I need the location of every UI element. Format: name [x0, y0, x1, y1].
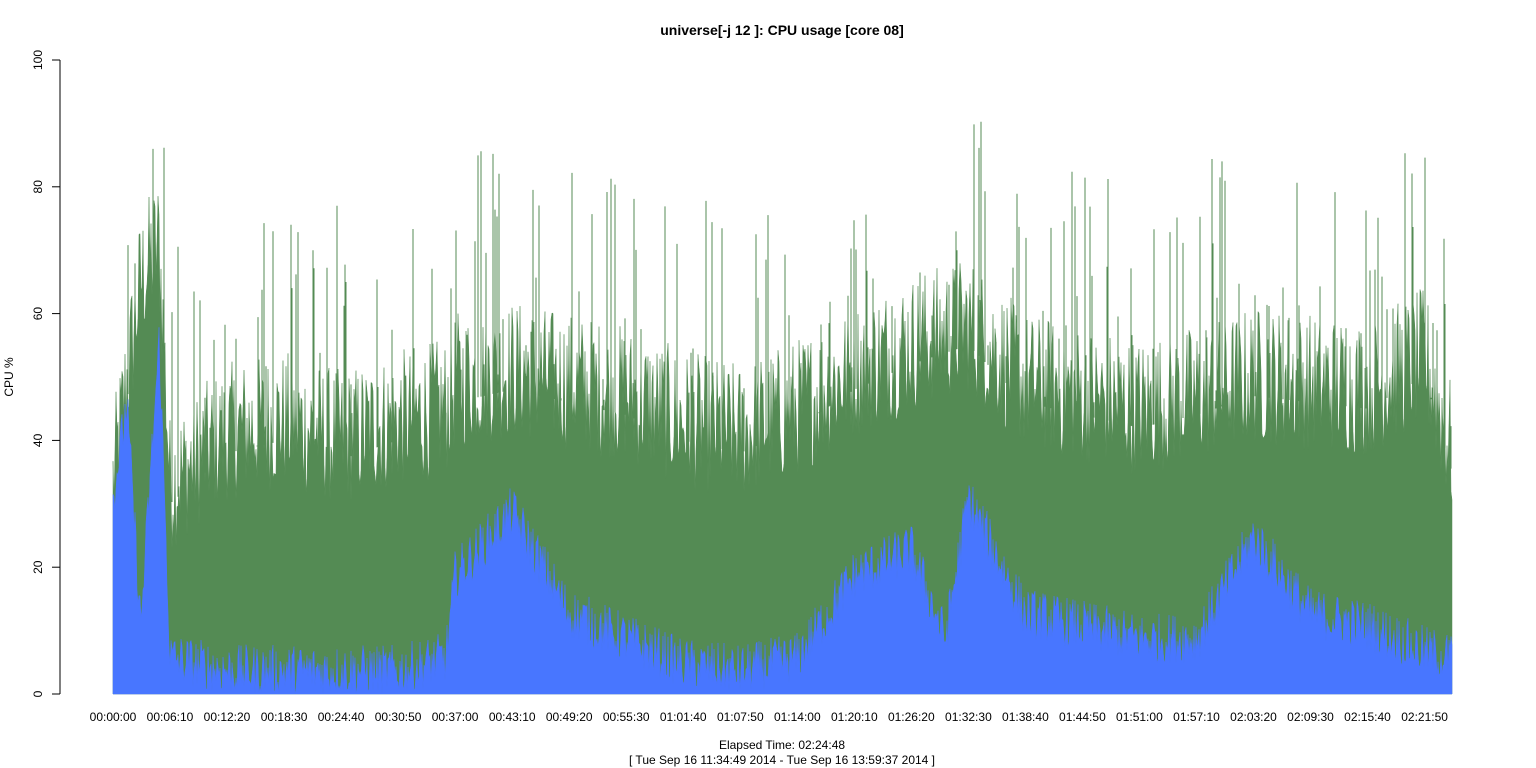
x-tick-label: 00:12:20 — [204, 710, 251, 724]
x-tick-label: 01:57:10 — [1173, 710, 1220, 724]
x-tick-label: 01:38:40 — [1002, 710, 1049, 724]
y-axis-label: CPU % — [2, 357, 16, 397]
x-tick-label: 01:14:00 — [774, 710, 821, 724]
series-area-system — [112, 327, 1453, 695]
x-tick-label: 00:30:50 — [375, 710, 422, 724]
x-tick-label: 02:15:40 — [1344, 710, 1391, 724]
x-tick-label: 00:55:30 — [603, 710, 650, 724]
x-tick-label: 00:24:40 — [318, 710, 365, 724]
x-tick-label: 01:44:50 — [1059, 710, 1106, 724]
x-tick-label: 02:21:50 — [1401, 710, 1448, 724]
x-axis: 00:00:00 00:06:10 00:12:20 00:18:30 00:24:40… — [90, 710, 1449, 724]
x-tick-label: 00:06:10 — [147, 710, 194, 724]
x-tick-label: 01:20:10 — [831, 710, 878, 724]
x-tick-label: 02:03:20 — [1230, 710, 1277, 724]
y-tick-label: 60 — [31, 307, 45, 321]
plot-area — [112, 121, 1453, 695]
x-tick-label: 01:01:40 — [660, 710, 707, 724]
x-tick-label: 00:00:00 — [90, 710, 137, 724]
x-tick-label: 02:09:30 — [1287, 710, 1334, 724]
x-tick-label: 00:37:00 — [432, 710, 479, 724]
x-tick-label: 00:18:30 — [261, 710, 308, 724]
chart-title: universe[-j 12 ]: CPU usage [core 08] — [660, 22, 904, 38]
x-axis-sublabel: [ Tue Sep 16 11:34:49 2014 - Tue Sep 16 … — [629, 753, 935, 767]
y-tick-label: 20 — [31, 560, 45, 574]
x-tick-label: 00:49:20 — [546, 710, 593, 724]
series-area-total — [112, 196, 1453, 695]
y-tick-label: 80 — [31, 180, 45, 194]
x-tick-label: 01:07:50 — [717, 710, 764, 724]
x-tick-label: 01:51:00 — [1116, 710, 1163, 724]
x-axis-label: Elapsed Time: 02:24:48 — [719, 738, 845, 752]
x-tick-label: 00:43:10 — [489, 710, 536, 724]
y-tick-label: 40 — [31, 433, 45, 447]
x-tick-label: 01:26:20 — [888, 710, 935, 724]
y-tick-label: 0 — [31, 690, 45, 697]
x-tick-label: 01:32:30 — [945, 710, 992, 724]
y-tick-label: 100 — [31, 50, 45, 70]
y-axis: 0 20 40 60 80 100 — [31, 50, 61, 697]
